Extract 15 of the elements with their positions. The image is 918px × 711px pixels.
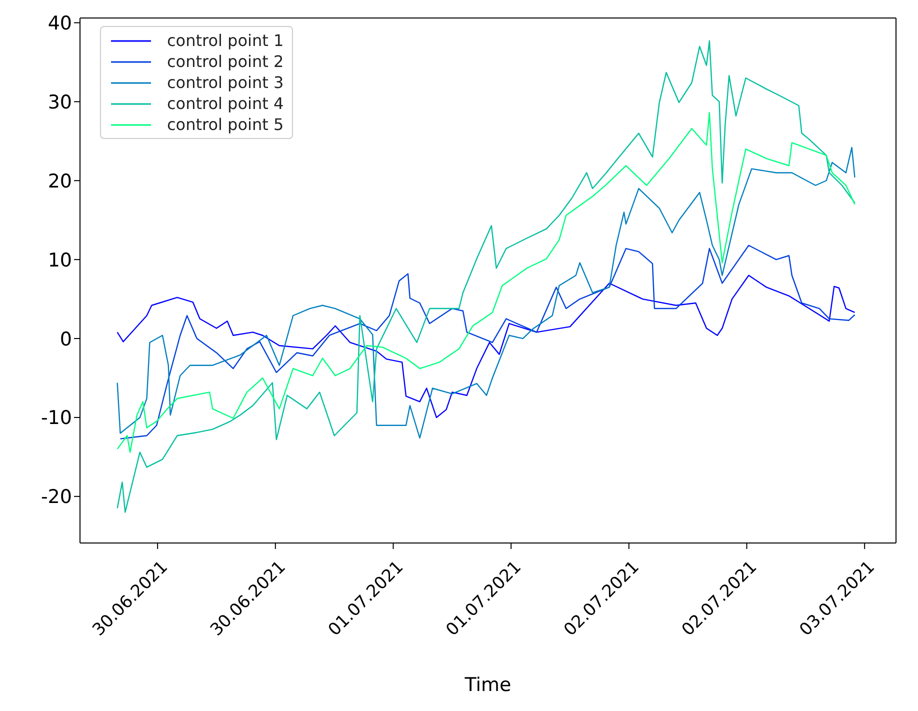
y-tick-label: 10 xyxy=(48,249,72,272)
legend-label: control point 3 xyxy=(167,72,284,93)
legend-label: control point 2 xyxy=(167,51,284,72)
legend-label: control point 1 xyxy=(167,30,284,51)
y-tick-label: -20 xyxy=(40,486,72,508)
y-tick-label: 30 xyxy=(48,91,72,114)
y-tick-label: -10 xyxy=(40,407,72,430)
x-axis-title: Time xyxy=(464,674,512,696)
legend-label: control point 5 xyxy=(167,114,284,135)
legend-label: control point 4 xyxy=(167,93,284,114)
y-tick-label: 0 xyxy=(60,328,72,350)
y-tick-label: 20 xyxy=(48,170,72,192)
line-series xyxy=(116,274,856,418)
line-series xyxy=(120,244,856,440)
y-tick-label: 40 xyxy=(48,12,72,34)
